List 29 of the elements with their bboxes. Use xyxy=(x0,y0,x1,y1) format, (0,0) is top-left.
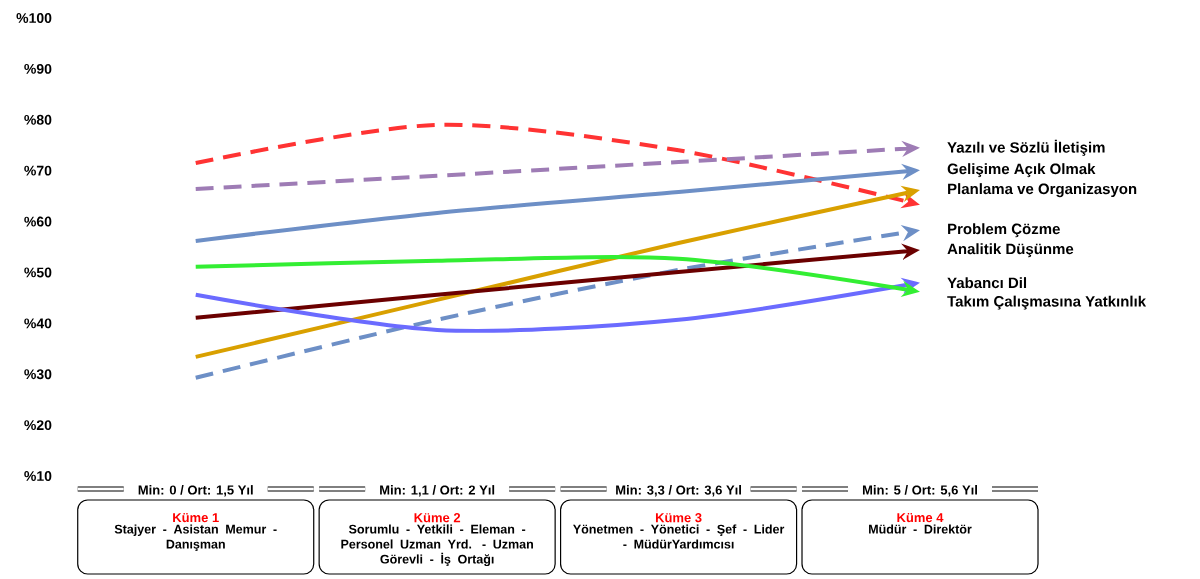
x-tick-label: Min: 5 / Ort: 5,6 Yıl xyxy=(862,485,977,497)
text: Takım Çalışmasına Yatkınlık xyxy=(947,295,1147,310)
text: Küme 1 xyxy=(173,513,219,523)
y-tick-label: %10 xyxy=(24,471,52,481)
x-tick-label: Min: 0 / Ort: 1,5 Yıl xyxy=(138,485,253,497)
text: Problem Çözme xyxy=(948,223,1060,238)
y-tick-label: %20 xyxy=(24,420,52,431)
y-tick-label: %90 xyxy=(24,63,52,74)
text: Müdür - Direktör xyxy=(869,524,972,534)
y-tick-label: %100 xyxy=(16,13,52,23)
y-tick-label: %30 xyxy=(24,369,52,380)
x-tick-label: Min: 3,3 / Ort: 3,6 Yıl xyxy=(616,485,741,497)
y-tick-label: %50 xyxy=(24,267,52,278)
text: Planlama ve Organizasyon xyxy=(948,183,1137,198)
text: Yönetmen - Yönetici - Şef - Lider - MüdürYardımcısı xyxy=(573,524,785,549)
text: Küme 2 xyxy=(414,513,461,523)
text: Yazılı ve Sözlü İletişim xyxy=(947,139,1105,156)
text: Stajyer - Asistan Memur - Danışman xyxy=(114,524,277,552)
y-tick-label: %70 xyxy=(24,165,52,176)
text: Küme 4 xyxy=(897,513,944,523)
text: Küme 3 xyxy=(655,513,702,523)
y-tick-label: %80 xyxy=(24,114,52,125)
text: Gelişime Açık Olmak xyxy=(947,163,1096,178)
y-tick-label: %40 xyxy=(24,318,52,329)
text: Yabancı Dil xyxy=(947,277,1027,289)
text: Sorumlu - Yetkili - Eleman - Personel Uzman Yrd. - Uzman Görevli - İş Ortağı xyxy=(341,524,533,567)
x-tick-label: Min: 1,1 / Ort: 2 Yıl xyxy=(380,485,495,497)
y-tick-label: %60 xyxy=(24,216,52,227)
text: Analitik Düşünme xyxy=(947,243,1074,258)
